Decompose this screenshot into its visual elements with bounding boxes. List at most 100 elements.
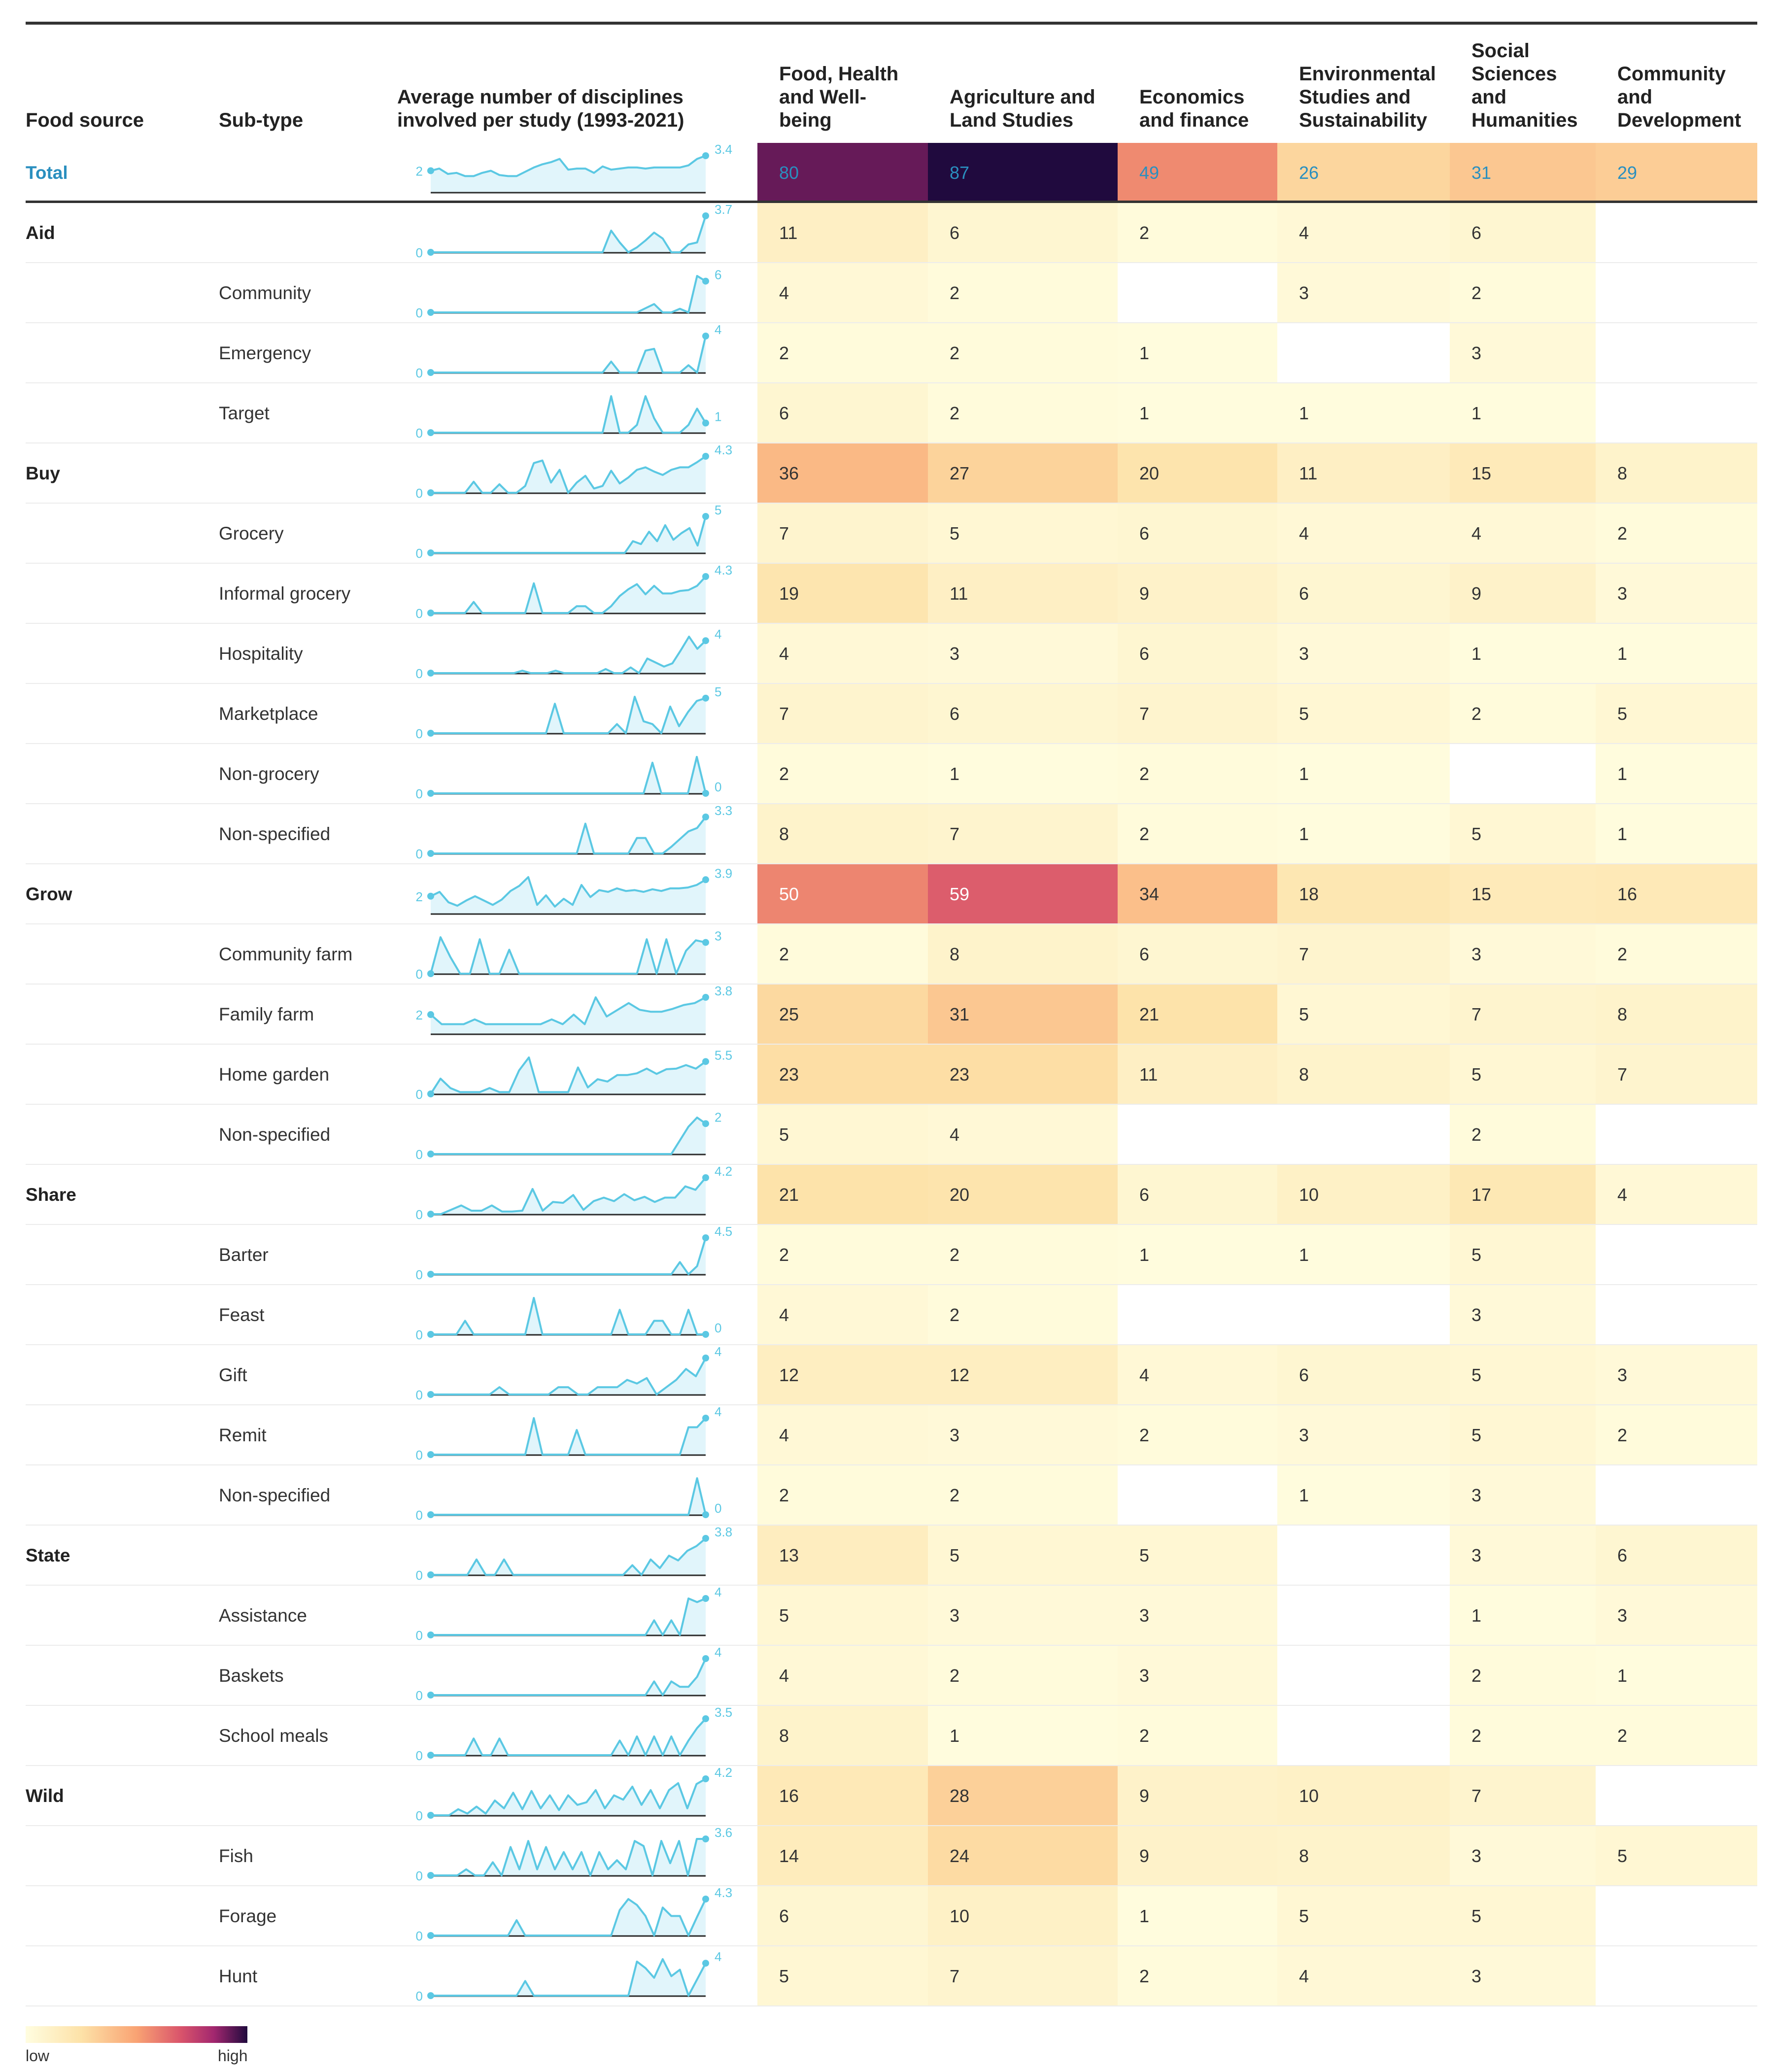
header-discipline-line: and [1471,86,1507,108]
sub-type-row: 4 3 6 3 1 1 Hospitality 0 4 [26,624,1757,684]
sparkline-line [431,576,707,614]
heatmap-cell: 3 [1596,1586,1757,1646]
heatmap-cell: 5 [757,1586,928,1646]
sub-type-label: Forage [219,1906,277,1926]
sparkline-start-point [427,1932,434,1939]
heatmap-cell: 16 [1596,864,1757,924]
sub-type-row: 6 10 1 5 5 Forage 0 4.3 [26,1885,1757,1946]
heatmap-cell: 23 [757,1045,928,1105]
heatmap-cell: 2 [1450,684,1596,744]
sparkline-start-label: 0 [416,1267,423,1282]
header-discipline-5: Community and Development [1617,34,1757,143]
sub-type-label: Non-grocery [219,764,319,784]
sparkline-end-point [702,1415,709,1422]
sub-type-row: 2 2 1 1 5 Barter 0 4.5 [26,1224,1757,1285]
heatmap-cell: 87 [928,143,1118,203]
sparkline-area [431,1598,706,1635]
header-sub-type: Sub-type [219,109,304,131]
heatmap-cell: 10 [1277,1165,1450,1225]
sparkline-area [431,1659,706,1695]
sparkline-end-label: 5 [715,684,721,699]
sparkline-line [431,336,707,374]
heatmap-cell: 3 [1277,1405,1450,1465]
row-divider [26,803,1757,804]
sparkline-area [431,757,706,793]
sparkline-end-point [702,1120,709,1127]
heatmap-cell: 3 [1450,1946,1596,2006]
header-discipline-line: Agriculture and [950,86,1095,108]
header-discipline-4: Social Sciences and Humanities [1471,34,1596,143]
heatmap-cell: 5 [1450,1886,1596,1946]
header-discipline-0: Food, Health and Well-being [779,34,928,143]
heatmap-cell: 4 [1596,1165,1757,1225]
sparkline-chart: 04 [416,1344,722,1402]
sparkline-end-label: 4 [715,1645,721,1660]
heatmap-cell: 3 [928,1405,1118,1465]
sparkline-start-point [427,1692,434,1698]
sub-type-row: 8 1 2 2 2 School meals 0 3.5 [26,1705,1757,1766]
heatmap-cell: 18 [1277,864,1450,924]
heatmap-cell: 6 [1277,1345,1450,1405]
sparkline-start-label: 0 [416,546,423,561]
sparkline-end-point [702,790,709,797]
sparkline-line [431,1778,706,1816]
heatmap-cell: 7 [928,1946,1118,2006]
heatmap-cell: 8 [1277,1045,1450,1105]
heatmap-cell: 1 [1596,744,1757,804]
sub-type-label: Family farm [219,1004,314,1024]
heatmap-cell: 8 [1277,1826,1450,1886]
heatmap-cell: 1 [1277,1465,1450,1526]
row-divider [26,1525,1757,1526]
sparkline-chart: 05.5 [416,1048,733,1102]
sparkline-start-point [427,1391,434,1398]
sparkline-line [430,876,707,908]
sparkline-end-point [702,1174,709,1181]
sparkline-end-point [702,419,709,427]
heatmap-cell: 2 [1118,804,1277,864]
sparkline-end-point [702,453,709,460]
heatmap-cell: 20 [928,1165,1118,1225]
sparkline-area [431,456,706,493]
sparkline-area [431,997,706,1034]
header-discipline-line: and [1617,86,1653,108]
heatmap-cell: 25 [757,985,928,1045]
header-discipline-line: Development [1617,109,1742,131]
heatmap-cell: 6 [1596,1526,1757,1586]
sparkline-start-point [427,1211,434,1218]
sparkline-chart: 23.9 [416,866,732,915]
heatmap-cell: 4 [757,263,928,323]
sparkline-start-point [427,1812,434,1819]
heatmap-cell: 3 [1118,1586,1277,1646]
heatmap-cell: 4 [757,624,928,684]
row-divider [26,1284,1757,1285]
heatmap-cell: 11 [928,564,1118,624]
sparkline-area [431,276,706,312]
heatmap-cell: 5 [1450,1405,1596,1465]
food-source-label: Grow [26,884,72,904]
heatmap-cell: 3 [1450,1526,1596,1586]
heatmap-cell: 49 [1118,143,1277,203]
heatmap-cell: 3 [928,624,1118,684]
sparkline-area [431,1478,706,1515]
sub-type-label: Marketplace [219,704,318,724]
row-divider [26,262,1757,263]
row-divider [26,1164,1757,1165]
heatmap-cell: 4 [1277,504,1450,564]
sparkline-end-point [702,333,709,340]
heatmap-cell: 26 [1277,143,1450,203]
heatmap-cell: 7 [1277,924,1450,985]
sub-type-label: Non-specified [219,1485,331,1505]
sparkline-area [431,577,706,613]
sparkline-start-point [427,1090,434,1097]
header-discipline-line: being [779,109,832,131]
sparkline-chart: 23.4 [416,142,732,194]
heatmap-cell: 8 [1596,443,1757,504]
row-divider [26,984,1757,985]
sparkline-end-label: 3.9 [715,866,732,881]
sparkline-end-label: 4.2 [715,1765,732,1780]
header-discipline-2: Economics and finance [1139,34,1277,143]
heatmap-cell: 2 [928,1646,1118,1706]
sparkline-line [431,1177,707,1215]
heatmap-cell: 2 [928,383,1118,443]
